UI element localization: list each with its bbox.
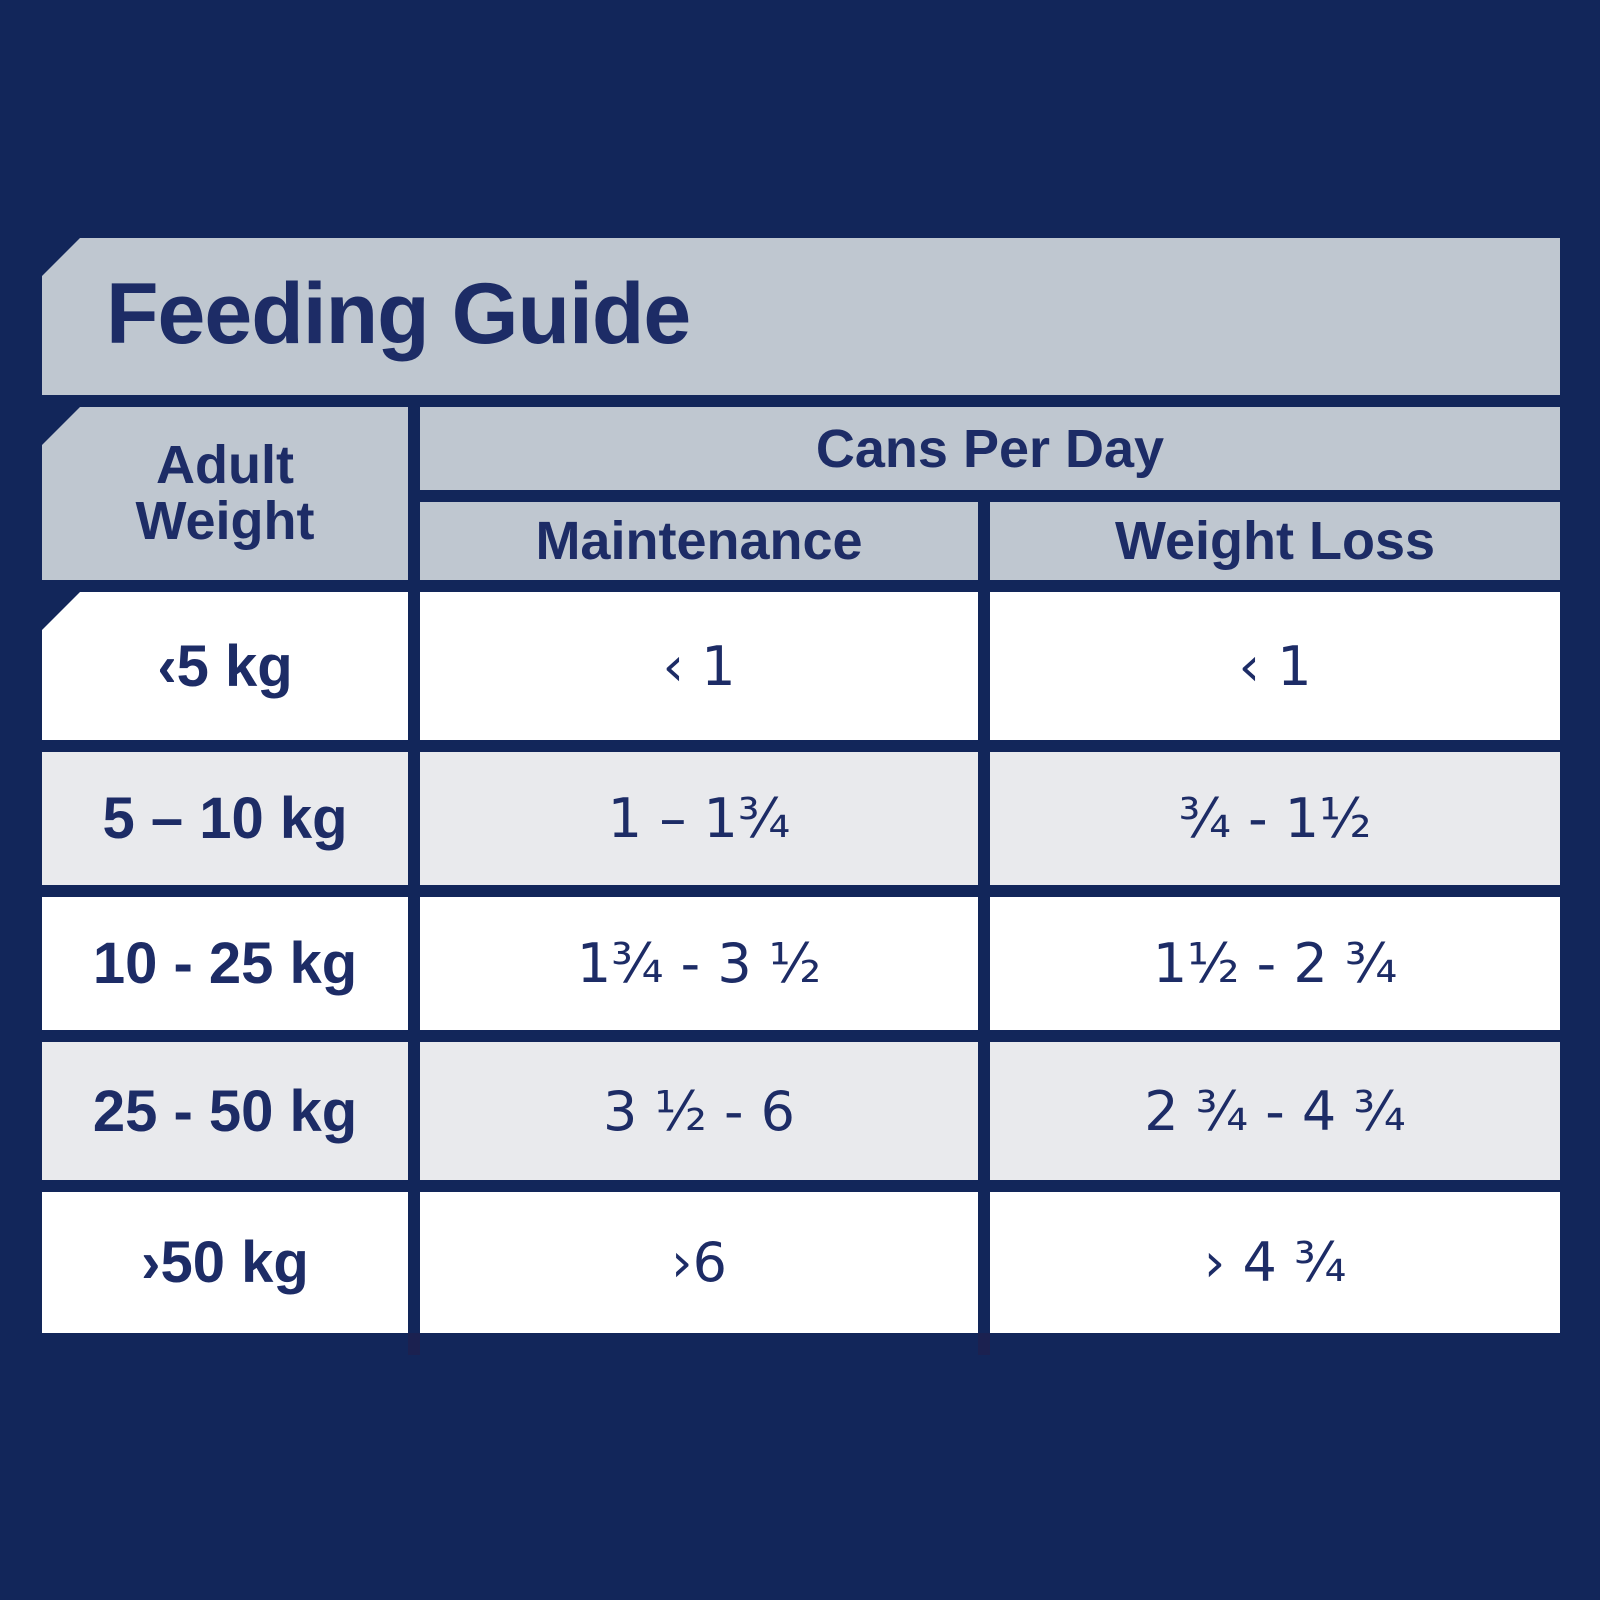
weight-loss-value: ¾ - 1½: [1178, 787, 1372, 850]
weight-loss-value: ‹ 1: [1238, 634, 1312, 698]
weight-value: ›50 kg: [141, 1230, 309, 1295]
adult-weight-line2: Weight: [135, 490, 315, 551]
table-row-4-weight: 25 - 50 kg: [42, 1042, 408, 1180]
table-row-5-weight: ›50 kg: [42, 1192, 408, 1333]
weight-loss-value: 2 ¾ - 4 ¾: [1144, 1079, 1406, 1143]
table-row-1-weight-loss: ‹ 1: [990, 592, 1560, 740]
maintenance-value: ‹ 1: [662, 634, 736, 698]
column-header-maintenance: Maintenance: [420, 502, 978, 580]
table-row-2-weight: 5 – 10 kg: [42, 752, 408, 885]
table-row-1-maintenance: ‹ 1: [420, 592, 978, 740]
separator-shadow-left: [408, 1333, 420, 1355]
table-row-3-maintenance: 1¾ - 3 ½: [420, 897, 978, 1030]
cans-per-day-label: Cans Per Day: [815, 418, 1165, 479]
weight-value: ‹5 kg: [157, 633, 293, 699]
weight-loss-label: Weight Loss: [1114, 511, 1436, 571]
weight-value: 5 – 10 kg: [102, 786, 348, 851]
weight-loss-value: 1½ - 2 ¾: [1152, 932, 1398, 995]
weight-value: 25 - 50 kg: [92, 1078, 358, 1144]
page-title: Feeding Guide: [106, 266, 691, 362]
weight-loss-value: › 4 ¾: [1203, 1231, 1347, 1294]
separator-shadow-right: [978, 1333, 990, 1355]
maintenance-value: 1 – 1¾: [607, 787, 791, 850]
table-row-5-maintenance: ›6: [420, 1192, 978, 1333]
table-row-2-weight-loss: ¾ - 1½: [990, 752, 1560, 885]
column-header-adult-weight: Adult Weight: [42, 407, 408, 580]
table-row-3-weight: 10 - 25 kg: [42, 897, 408, 1030]
table-row-4-weight-loss: 2 ¾ - 4 ¾: [990, 1042, 1560, 1180]
table-row-2-maintenance: 1 – 1¾: [420, 752, 978, 885]
column-header-weight-loss: Weight Loss: [990, 502, 1560, 580]
maintenance-label: Maintenance: [535, 511, 863, 571]
table-row-3-weight-loss: 1½ - 2 ¾: [990, 897, 1560, 1030]
maintenance-value: 3 ½ - 6: [602, 1079, 796, 1143]
maintenance-value: 1¾ - 3 ½: [576, 932, 822, 995]
weight-value: 10 - 25 kg: [92, 931, 358, 996]
column-group-header-cans-per-day: Cans Per Day: [420, 407, 1560, 490]
title-band: Feeding Guide: [42, 238, 1560, 395]
adult-weight-line1: Adult: [156, 435, 294, 496]
table-row-5-weight-loss: › 4 ¾: [990, 1192, 1560, 1333]
table-row-1-weight: ‹5 kg: [42, 592, 408, 740]
table-row-4-maintenance: 3 ½ - 6: [420, 1042, 978, 1180]
maintenance-value: ›6: [671, 1231, 727, 1294]
